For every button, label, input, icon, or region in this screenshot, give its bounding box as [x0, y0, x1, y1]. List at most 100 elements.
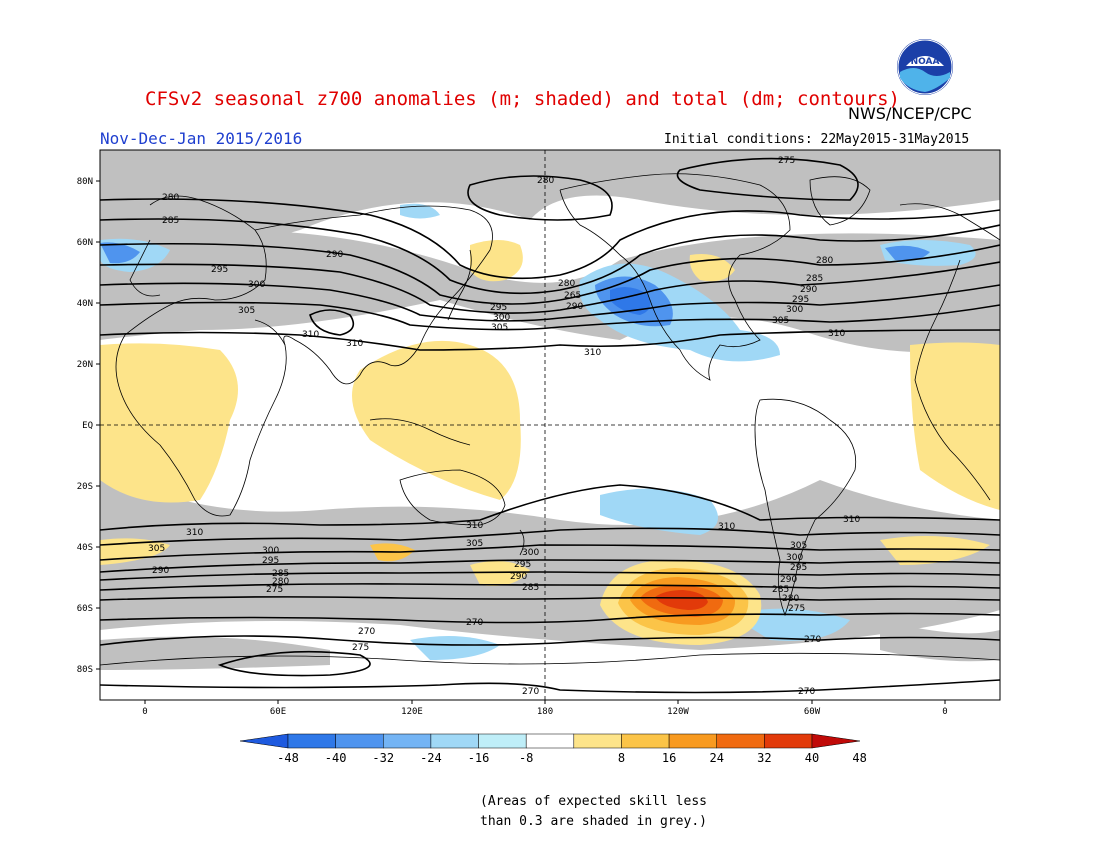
colorbar-cell [716, 733, 765, 749]
colorbar-tick-label: -16 [468, 751, 490, 765]
svg-text:305: 305 [491, 323, 508, 333]
svg-text:280: 280 [558, 279, 575, 289]
footnote-line-1: (Areas of expected skill less [480, 794, 707, 809]
svg-text:285: 285 [806, 274, 823, 284]
colorbar: -48 -40 -32 -24 -16 -8 8 16 24 32 40 48 [239, 733, 867, 765]
contours [100, 157, 1000, 694]
svg-text:60N: 60N [77, 238, 93, 248]
colorbar-cell [430, 733, 479, 749]
colorbar-cell [287, 733, 336, 749]
svg-text:80S: 80S [77, 665, 93, 675]
colorbar-tick-label: 40 [805, 751, 819, 765]
colorbar-tick-label: 48 [852, 751, 866, 765]
svg-text:310: 310 [843, 515, 860, 525]
svg-text:305: 305 [772, 316, 789, 326]
svg-text:290: 290 [326, 250, 343, 260]
svg-text:305: 305 [466, 539, 483, 549]
svg-text:60E: 60E [270, 707, 286, 717]
svg-text:290: 290 [566, 302, 583, 312]
svg-text:180: 180 [537, 707, 553, 717]
colorbar-cell [383, 733, 432, 749]
svg-text:295: 295 [211, 265, 228, 275]
svg-text:305: 305 [790, 541, 807, 551]
colorbar-tick-label: -32 [372, 751, 394, 765]
svg-text:60S: 60S [77, 604, 93, 614]
svg-text:310: 310 [186, 528, 203, 538]
colorbar-tick-label: 24 [710, 751, 724, 765]
coastlines [100, 173, 1000, 666]
svg-text:285: 285 [162, 216, 179, 226]
colorbar-tick-label: -24 [420, 751, 442, 765]
svg-text:310: 310 [718, 522, 735, 532]
colorbar-tick-label: 32 [757, 751, 771, 765]
svg-text:NOAA: NOAA [911, 57, 940, 67]
svg-text:270: 270 [522, 687, 539, 697]
svg-text:275: 275 [352, 643, 369, 653]
svg-text:290: 290 [780, 575, 797, 585]
svg-text:305: 305 [148, 544, 165, 554]
svg-text:285: 285 [772, 585, 789, 595]
svg-text:120W: 120W [667, 707, 689, 717]
noaa-logo-icon: NOAA [897, 39, 953, 95]
svg-text:60W: 60W [804, 707, 821, 717]
colorbar-tick-label: 16 [662, 751, 676, 765]
footnote: (Areas of expected skill less than 0.3 a… [480, 792, 707, 832]
svg-text:40S: 40S [77, 543, 93, 553]
colorbar-tick-label: -40 [325, 751, 347, 765]
svg-text:285: 285 [272, 569, 289, 579]
shading-layer [100, 150, 1000, 670]
svg-text:300: 300 [522, 548, 539, 558]
lat-axis: 80N 60N 40N 20N EQ 20S 40S 60S 80S [77, 177, 100, 675]
svg-text:280: 280 [816, 256, 833, 266]
svg-text:285: 285 [522, 583, 539, 593]
svg-text:300: 300 [786, 305, 803, 315]
colorbar-tick-label: -8 [519, 751, 533, 765]
svg-text:295: 295 [490, 303, 507, 313]
svg-text:270: 270 [798, 687, 815, 697]
colorbar-cell [525, 733, 575, 749]
svg-text:270: 270 [358, 627, 375, 637]
svg-text:295: 295 [792, 295, 809, 305]
footnote-line-2: than 0.3 are shaded in grey.) [480, 814, 707, 829]
svg-text:305: 305 [238, 306, 255, 316]
colorbar-tick-label: 8 [618, 751, 625, 765]
colorbar-tick-label: -48 [277, 751, 299, 765]
svg-text:275: 275 [788, 604, 805, 614]
colorbar-cell [764, 733, 813, 749]
svg-text:290: 290 [152, 566, 169, 576]
colorbar-cell [668, 733, 717, 749]
svg-text:280: 280 [272, 577, 289, 587]
contour-labels: 280 275 280 285 290 295 300 305 310 310 … [148, 156, 860, 697]
svg-text:295: 295 [262, 556, 279, 566]
svg-text:20N: 20N [77, 360, 93, 370]
colorbar-cell [573, 733, 622, 749]
colorbar-cell [239, 733, 289, 749]
svg-text:0: 0 [942, 707, 947, 717]
svg-text:120E: 120E [401, 707, 423, 717]
svg-text:300: 300 [248, 280, 265, 290]
colorbar-cell [478, 733, 527, 749]
svg-text:275: 275 [778, 156, 795, 166]
svg-text:300: 300 [786, 553, 803, 563]
initial-conditions: Initial conditions: 22May2015-31May2015 [664, 132, 970, 147]
colorbar-cell [335, 733, 384, 749]
svg-text:295: 295 [514, 560, 531, 570]
agency-label: NWS/NCEP/CPC [848, 104, 972, 123]
svg-text:280: 280 [782, 594, 799, 604]
svg-text:290: 290 [800, 285, 817, 295]
svg-text:270: 270 [466, 618, 483, 628]
svg-text:295: 295 [790, 563, 807, 573]
svg-text:0: 0 [142, 707, 147, 717]
colorbar-cell [811, 733, 861, 749]
svg-text:40N: 40N [77, 299, 93, 309]
svg-text:270: 270 [804, 635, 821, 645]
svg-text:310: 310 [584, 348, 601, 358]
svg-text:EQ: EQ [82, 421, 93, 431]
svg-text:310: 310 [302, 330, 319, 340]
svg-text:310: 310 [466, 521, 483, 531]
svg-text:280: 280 [162, 193, 179, 203]
colorbar-cell [621, 733, 670, 749]
svg-text:80N: 80N [77, 177, 93, 187]
svg-text:280: 280 [537, 176, 554, 186]
